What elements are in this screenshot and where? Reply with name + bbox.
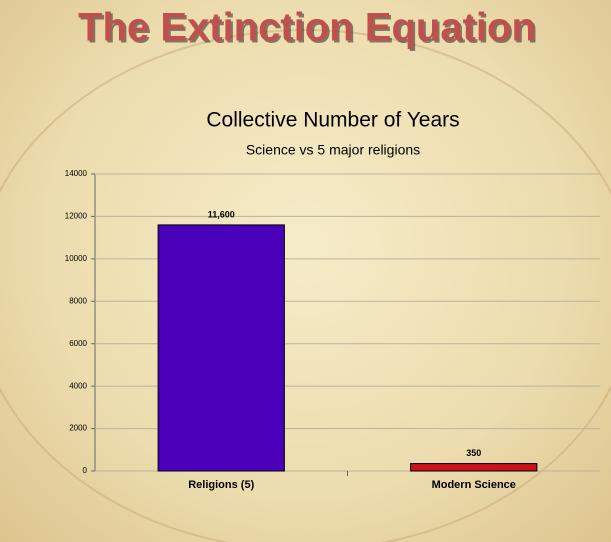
y-tick-label: 8000 — [69, 296, 87, 305]
data-label: 11,600 — [208, 209, 235, 219]
y-tick-label: 2000 — [69, 424, 87, 433]
y-tick-label: 10000 — [65, 254, 88, 263]
y-tick-label: 14000 — [65, 169, 88, 178]
y-tick-label: 12000 — [65, 212, 88, 221]
y-tick-label: 4000 — [69, 381, 87, 390]
x-tick-label: Religions (5) — [188, 479, 254, 491]
chart-title: Collective Number of Years — [206, 109, 459, 132]
bar — [410, 463, 538, 472]
title-shadow: The Extinction Equation — [80, 8, 538, 52]
data-label: 350 — [466, 448, 481, 458]
background-decoration — [0, 29, 611, 542]
chart-subtitle: Science vs 5 major religions — [246, 142, 420, 158]
page-title: The Extinction Equation — [78, 6, 536, 50]
y-tick-label: 6000 — [69, 339, 87, 348]
bar — [157, 224, 285, 472]
x-tick-label: Modern Science — [432, 479, 516, 491]
y-tick-label: 0 — [83, 466, 88, 475]
